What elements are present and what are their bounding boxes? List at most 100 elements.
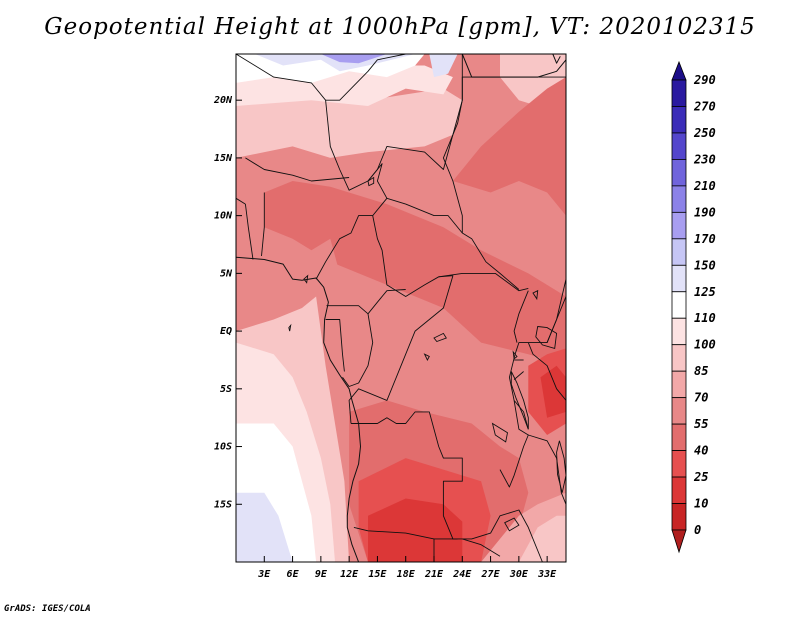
coastline-1 bbox=[236, 256, 361, 562]
lake-outline-11 bbox=[303, 274, 309, 284]
country-border-11 bbox=[442, 100, 463, 233]
colorbar-label-190: 190 bbox=[694, 205, 716, 219]
x-tick-label-24E: 24E bbox=[452, 569, 472, 580]
country-border-16 bbox=[351, 411, 543, 562]
country-border-10 bbox=[367, 163, 388, 199]
lake-outline-5 bbox=[491, 422, 509, 443]
colorbar-label-25: 25 bbox=[693, 470, 708, 484]
lake-outline-7 bbox=[367, 176, 375, 187]
colorbar-swatch-230-250 bbox=[671, 132, 687, 160]
colorbar-swatch-70-85 bbox=[671, 370, 687, 399]
colorbar-label-125: 125 bbox=[694, 285, 716, 299]
country-border-7 bbox=[236, 197, 246, 205]
grads-credit: GrADS: IGES/COLA bbox=[4, 604, 91, 614]
x-tick-label-33E: 33E bbox=[537, 569, 557, 580]
coastline-3 bbox=[552, 54, 561, 64]
colorbar-label-100: 100 bbox=[694, 338, 716, 352]
country-border-8 bbox=[315, 215, 529, 297]
colorbar-label-55: 55 bbox=[694, 417, 708, 431]
y-tick-label-EQ: EQ bbox=[220, 326, 232, 337]
coastline-2 bbox=[461, 54, 566, 78]
colorbar-swatch-100-110 bbox=[671, 317, 687, 346]
country-border-19 bbox=[499, 400, 529, 488]
contour-region-5 bbox=[236, 492, 293, 562]
x-tick-label-12E: 12E bbox=[340, 569, 359, 580]
colorbar-label-70: 70 bbox=[694, 391, 708, 405]
colorbar-label-250: 250 bbox=[693, 126, 716, 140]
x-tick-label-15E: 15E bbox=[368, 569, 387, 580]
country-border-9 bbox=[372, 197, 520, 290]
lake-outline-8 bbox=[433, 332, 447, 343]
y-tick-label-5N: 5N bbox=[220, 268, 233, 279]
country-border-4 bbox=[245, 157, 350, 182]
colorbar-label-110: 110 bbox=[694, 311, 716, 325]
colorbar-swatch-85-100 bbox=[671, 344, 687, 372]
colorbar-label-170: 170 bbox=[694, 232, 716, 246]
country-border-6 bbox=[244, 204, 254, 260]
axis-tick-layer: 3E 6E 9E 12E 15E 18E 21E 24E 27E 30E 33E 20N 15N 10N 5… bbox=[213, 95, 557, 580]
colorbar-label-150: 150 bbox=[694, 258, 716, 272]
country-border-14 bbox=[325, 319, 345, 372]
x-tick-label-21E: 21E bbox=[424, 569, 444, 580]
x-tick-label-9E: 9E bbox=[315, 569, 328, 580]
contour-region-6 bbox=[236, 88, 463, 158]
colorbar-swatch-210-230 bbox=[671, 159, 687, 187]
colorbar-swatch-above-290 bbox=[671, 60, 687, 81]
lake-outline-2 bbox=[510, 371, 529, 430]
colorbar-swatch-170-190 bbox=[671, 211, 687, 240]
contour-region-9 bbox=[254, 54, 416, 72]
lake-outline-1 bbox=[535, 326, 558, 349]
x-tick-label-30E: 30E bbox=[509, 569, 529, 580]
colorbar-label-0: 0 bbox=[694, 523, 701, 537]
lake-outline-12 bbox=[288, 323, 292, 332]
lake-outline-9 bbox=[423, 353, 430, 361]
colorbar-swatch-150-170 bbox=[671, 238, 687, 266]
country-border-17 bbox=[353, 526, 458, 540]
colorbar-label-85: 85 bbox=[694, 364, 708, 378]
colorbar-swatch-110-125 bbox=[671, 291, 687, 319]
y-tick-label-15N: 15N bbox=[214, 153, 233, 164]
contour-region-20 bbox=[540, 365, 566, 418]
x-tick-label-18E: 18E bbox=[397, 569, 416, 580]
country-border-26 bbox=[527, 342, 566, 401]
lake-outline-10 bbox=[532, 289, 539, 301]
contour-region-22 bbox=[518, 515, 566, 562]
lake-outline-4 bbox=[504, 517, 520, 532]
colorbar-label-290: 290 bbox=[693, 73, 716, 87]
map-frame bbox=[235, 53, 567, 563]
country-border-1 bbox=[236, 54, 406, 101]
colorbar-swatch-40-55 bbox=[671, 423, 687, 451]
x-tick-label-3E: 3E bbox=[257, 569, 271, 580]
y-tick-label-20N: 20N bbox=[213, 95, 233, 106]
x-tick-label-6E: 6E bbox=[287, 569, 300, 580]
colorbar-label-40: 40 bbox=[694, 444, 708, 458]
country-border-25 bbox=[513, 371, 524, 380]
y-tick-label-10N: 10N bbox=[214, 211, 233, 222]
country-border-layer bbox=[236, 54, 566, 562]
y-tick-label-10S: 10S bbox=[214, 442, 232, 453]
colorbar-swatch-125-150 bbox=[671, 264, 687, 293]
colorbar-swatch-55-70 bbox=[671, 397, 687, 425]
colorbar-swatch-0-10 bbox=[671, 503, 687, 531]
contour-region-10 bbox=[320, 54, 387, 64]
contour-region-12 bbox=[500, 54, 566, 106]
contour-region-14 bbox=[264, 181, 566, 366]
colorbar-label-210: 210 bbox=[693, 179, 716, 193]
lake-outline-6 bbox=[512, 350, 518, 360]
colorbar-label-10: 10 bbox=[694, 497, 708, 511]
contour-region-18 bbox=[368, 498, 463, 562]
x-tick-label-27E: 27E bbox=[481, 569, 501, 580]
y-tick-label-5S: 5S bbox=[220, 384, 232, 395]
contour-region-11 bbox=[429, 54, 458, 78]
chart-title: Geopotential Height at 1000hPa [gpm], VT… bbox=[44, 14, 756, 40]
colorbar-swatch-270-290 bbox=[671, 79, 687, 107]
colorbar-swatch-10-25 bbox=[671, 476, 687, 504]
colorbar-swatch-below-0 bbox=[671, 529, 687, 554]
y-tick-label-15S: 15S bbox=[214, 499, 232, 510]
lake-outline-3 bbox=[556, 440, 566, 493]
contour-region-15 bbox=[311, 238, 340, 291]
colorbar-swatch-25-40 bbox=[671, 450, 687, 478]
colorbar-swatch-250-270 bbox=[671, 106, 687, 134]
country-border-12 bbox=[348, 275, 454, 424]
